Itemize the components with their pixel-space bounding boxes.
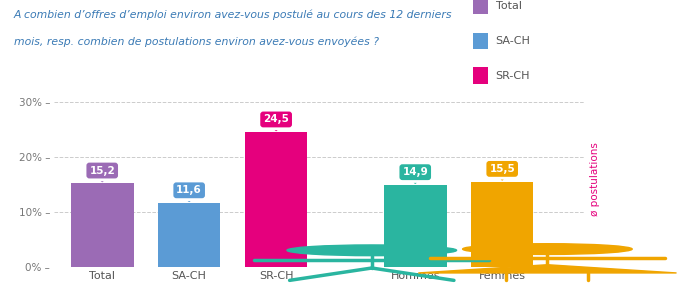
Text: ø postulations: ø postulations	[590, 142, 600, 216]
Bar	[245, 132, 307, 267]
Text: mois, resp. combien de postulations environ avez-vous envoyées ?: mois, resp. combien de postulations envi…	[14, 36, 379, 47]
Text: Total: Total	[496, 1, 522, 11]
Text: 11,6: 11,6	[176, 185, 202, 202]
Circle shape	[287, 245, 456, 256]
Polygon shape	[418, 265, 677, 273]
Text: 15,5: 15,5	[490, 164, 515, 181]
Bar	[471, 181, 534, 267]
Circle shape	[462, 244, 632, 255]
Bar	[384, 185, 447, 267]
Text: SR-CH: SR-CH	[496, 71, 530, 81]
Text: SA-CH: SA-CH	[496, 36, 530, 46]
Text: A combien d’offres d’emploi environ avez-vous postulé au cours des 12 derniers: A combien d’offres d’emploi environ avez…	[14, 9, 452, 20]
Bar	[158, 203, 220, 267]
Text: 24,5: 24,5	[263, 115, 289, 131]
Bar	[71, 183, 133, 267]
Text: 15,2: 15,2	[89, 165, 115, 182]
Text: 14,9: 14,9	[403, 167, 428, 184]
